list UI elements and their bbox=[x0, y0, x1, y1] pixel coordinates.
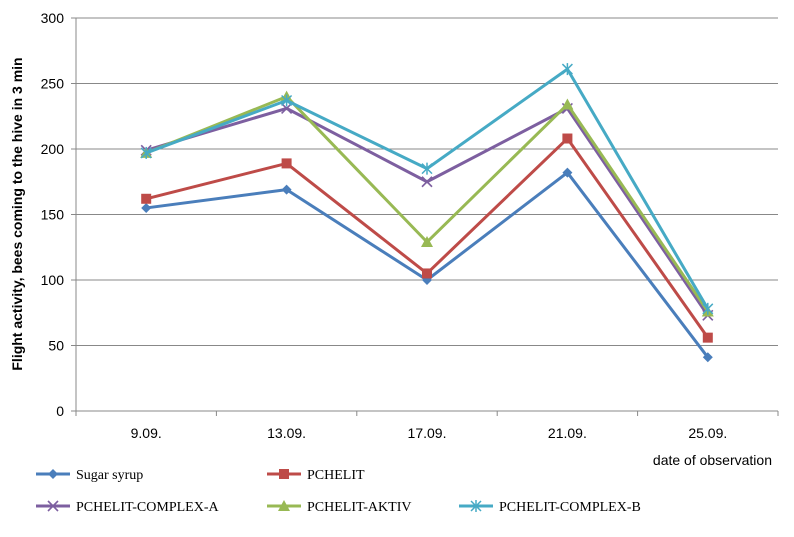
series-line bbox=[146, 171, 709, 359]
x-tick-label: 17.09. bbox=[408, 425, 447, 441]
legend-entry: PCHELIT-COMPLEX-A bbox=[36, 500, 219, 515]
legend-label: Sugar syrup bbox=[76, 468, 143, 483]
series-pchelit-complex-a bbox=[140, 102, 714, 321]
data-point bbox=[422, 268, 432, 279]
series-pchelit-complex-b bbox=[140, 63, 714, 315]
legend-marker bbox=[470, 500, 482, 512]
data-point bbox=[702, 332, 713, 343]
data-point bbox=[562, 133, 573, 144]
legend-label: PCHELIT-COMPLEX-B bbox=[499, 500, 641, 515]
legend-marker bbox=[279, 469, 289, 479]
y-tick-label: 300 bbox=[41, 10, 65, 26]
data-point bbox=[281, 184, 292, 195]
axes bbox=[71, 17, 779, 416]
series-pchelit bbox=[141, 133, 713, 343]
data-point bbox=[421, 236, 433, 248]
legend-marker bbox=[48, 469, 58, 479]
y-tick-label: 200 bbox=[41, 141, 65, 157]
legend-entry: Sugar syrup bbox=[36, 468, 143, 483]
data-point bbox=[421, 176, 433, 188]
tick-labels: 0 50 100 150 200 250 300 9.09. 13.09. 17.09. 21.09… bbox=[41, 10, 728, 441]
data-point bbox=[561, 98, 574, 110]
y-tick-label: 250 bbox=[41, 76, 65, 92]
y-axis-title: Flight activity, bees coming to the hive… bbox=[9, 57, 25, 370]
legend-marker bbox=[278, 500, 290, 511]
data-point bbox=[421, 162, 433, 175]
data-point bbox=[140, 146, 152, 159]
data-point bbox=[281, 158, 292, 169]
grid bbox=[76, 17, 778, 346]
legend-entry: PCHELIT bbox=[267, 468, 365, 483]
legend-entry: PCHELIT-AKTIV bbox=[267, 500, 411, 515]
y-tick-label: 100 bbox=[41, 272, 65, 288]
x-tick-label: 9.09. bbox=[131, 425, 162, 441]
y-tick-label: 50 bbox=[48, 338, 64, 354]
legend: Sugar syrup PCHELIT PCHELIT-COMPLEX-A PCHEL… bbox=[36, 468, 641, 515]
series-lines bbox=[140, 63, 714, 363]
data-point bbox=[141, 202, 152, 213]
x-tick-label: 13.09. bbox=[267, 425, 306, 441]
data-point bbox=[702, 352, 713, 363]
legend-label: PCHELIT-COMPLEX-A bbox=[76, 500, 219, 515]
x-axis-title: date of observation bbox=[653, 452, 772, 468]
legend-marker bbox=[47, 500, 59, 512]
legend-entry: PCHELIT-COMPLEX-B bbox=[459, 500, 641, 515]
data-point bbox=[702, 302, 714, 315]
y-tick-label: 150 bbox=[41, 207, 65, 223]
legend-label: PCHELIT bbox=[307, 468, 365, 483]
x-tick-label: 21.09. bbox=[548, 425, 587, 441]
data-point bbox=[562, 167, 573, 178]
data-point bbox=[281, 94, 293, 107]
x-tick-label: 25.09. bbox=[688, 425, 727, 441]
data-point bbox=[141, 193, 152, 204]
data-point bbox=[281, 102, 293, 114]
data-point bbox=[561, 63, 573, 76]
legend-label: PCHELIT-AKTIV bbox=[307, 500, 411, 515]
y-tick-label: 0 bbox=[56, 403, 64, 419]
